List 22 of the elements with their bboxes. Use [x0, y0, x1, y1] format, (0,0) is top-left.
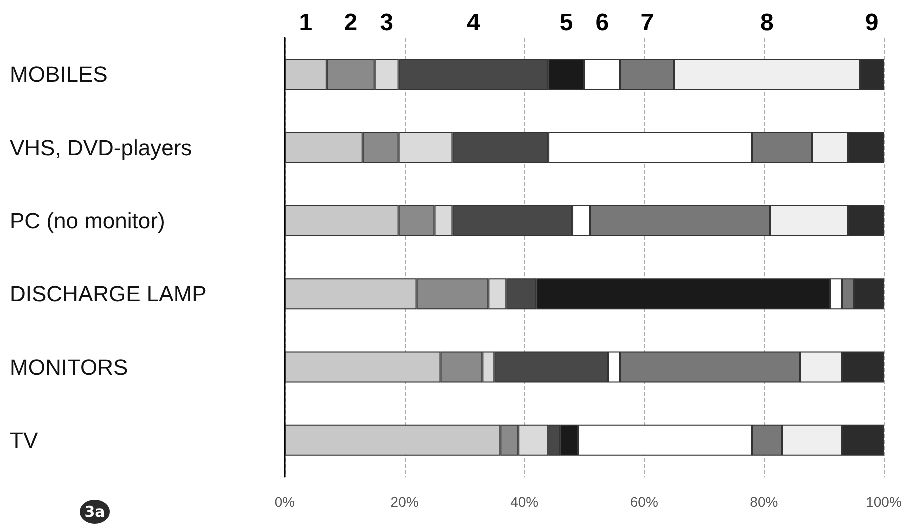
- x-tick-label: 100%: [866, 494, 902, 510]
- y-tick-label: MONITORS: [10, 354, 128, 380]
- series-label: 4: [467, 10, 482, 37]
- series-label: 2: [344, 10, 358, 37]
- y-tick-label: PC (no monitor): [10, 208, 166, 234]
- y-tick-label: MOBILES: [10, 62, 108, 88]
- series-label: 5: [560, 10, 574, 37]
- x-tick-label: 40%: [510, 494, 539, 510]
- y-tick-label: DISCHARGE LAMP: [10, 282, 207, 307]
- series-label: 8: [760, 10, 774, 37]
- x-tick-label: 20%: [390, 494, 419, 510]
- series-label: 9: [865, 10, 879, 37]
- y-tick-label: TV: [10, 428, 38, 453]
- x-tick-label: 80%: [750, 494, 778, 510]
- series-label: 7: [640, 10, 654, 37]
- series-label: 6: [596, 10, 610, 37]
- series-label: 3: [380, 10, 394, 37]
- y-tick-label: VHS, DVD-players: [10, 135, 192, 160]
- series-label: 1: [299, 10, 313, 37]
- text: 3a: [80, 500, 110, 524]
- x-tick-label: 60%: [630, 494, 658, 510]
- x-tick-label: 0%: [274, 494, 296, 510]
